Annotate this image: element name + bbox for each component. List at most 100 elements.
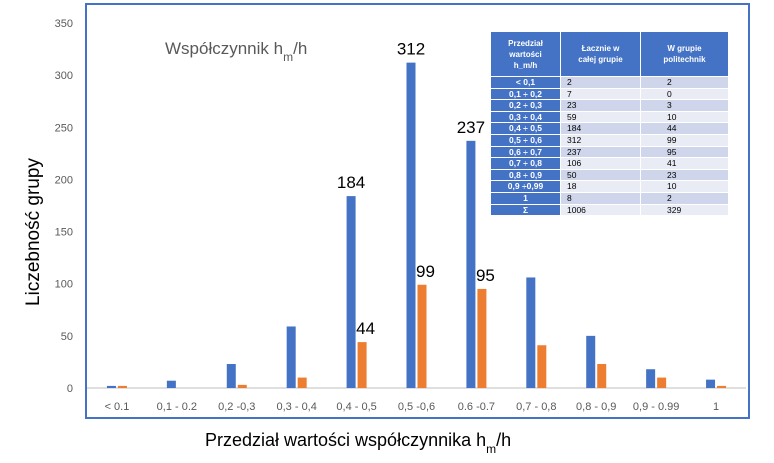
table-row-header: 0,9 ÷0,99 xyxy=(491,181,561,193)
table-cell: 7 xyxy=(561,88,641,100)
header-line: całej grupie xyxy=(561,54,640,65)
x-tick-label: 0,8 - 0,9 xyxy=(576,401,616,413)
table-row-header: 1 xyxy=(491,192,561,204)
table-cell: 184 xyxy=(561,123,641,135)
table-row: 0,4 ÷ 0,5 184 44 xyxy=(491,123,729,135)
table-cell: 18 xyxy=(561,181,641,193)
table-header-polytechnic: W grupie politechnik xyxy=(641,32,729,77)
x-tick-label: < 0.1 xyxy=(105,401,130,413)
table-cell: 10 xyxy=(641,181,729,193)
header-line: Przedział xyxy=(491,38,560,49)
table-header-range: Przedział wartości h_m/h xyxy=(491,32,561,77)
table-row-header: 0,1 ÷ 0,2 xyxy=(491,88,561,100)
x-tick-label: 0,5 -0,6 xyxy=(398,401,435,413)
bar-series-2 xyxy=(537,345,546,388)
table-cell: 23 xyxy=(641,169,729,181)
x-tick-label: 0,4 - 0,5 xyxy=(336,401,376,413)
y-tick-label: 100 xyxy=(55,279,73,291)
bar-series-2 xyxy=(597,364,606,388)
y-tick-label: 0 xyxy=(67,383,73,395)
table-row: 0,8 ÷ 0,9 50 23 xyxy=(491,169,729,181)
table-cell: 0 xyxy=(641,88,729,100)
table-row-header: 0,8 ÷ 0,9 xyxy=(491,169,561,181)
table-cell: 2 xyxy=(561,77,641,89)
table-cell: 95 xyxy=(641,146,729,158)
bar-series-2 xyxy=(657,378,666,388)
table-row-header: 0,6 ÷ 0,7 xyxy=(491,146,561,158)
table-cell: 41 xyxy=(641,158,729,170)
table-row: Σ 1006 329 xyxy=(491,204,729,216)
table-header-row: Przedział wartości h_m/h Łacznie w całej… xyxy=(491,32,729,77)
chart-title: Współczynnik hm/h xyxy=(165,39,307,64)
bar-series-2 xyxy=(418,285,427,388)
table-cell: 1006 xyxy=(561,204,641,216)
header-line: politechnik xyxy=(641,54,728,65)
y-axis-ticks: 050100150200250300350 xyxy=(55,18,73,395)
table-cell: 8 xyxy=(561,192,641,204)
table-cell: 10 xyxy=(641,111,729,123)
x-axis-label: Przedział wartości współczynnika hm/h xyxy=(205,430,511,456)
data-label: 44 xyxy=(356,319,375,338)
x-tick-label: 0,1 - 0.2 xyxy=(157,401,197,413)
y-tick-label: 350 xyxy=(55,18,73,30)
y-tick-label: 250 xyxy=(55,122,73,134)
data-label: 99 xyxy=(416,262,435,281)
table-cell: 99 xyxy=(641,134,729,146)
header-line: h_m/h xyxy=(491,60,560,71)
header-line: W grupie xyxy=(641,43,728,54)
table-cell: 237 xyxy=(561,146,641,158)
y-tick-label: 300 xyxy=(55,70,73,82)
bar-series-2 xyxy=(238,385,247,388)
bar-series-1 xyxy=(586,336,595,388)
table-row-header: 0,4 ÷ 0,5 xyxy=(491,123,561,135)
bar-series-1 xyxy=(347,196,356,388)
table-row: 0,5 ÷ 0,6 312 99 xyxy=(491,134,729,146)
table-header-total: Łacznie w całej grupie xyxy=(561,32,641,77)
table-cell: 2 xyxy=(641,192,729,204)
table-cell: 329 xyxy=(641,204,729,216)
table-row-header: 0,2 ÷ 0,3 xyxy=(491,100,561,112)
x-tick-label: 0,2 -0,3 xyxy=(218,401,255,413)
bar-series-1 xyxy=(227,364,236,388)
bar-series-1 xyxy=(706,380,715,388)
data-label: 184 xyxy=(337,173,365,192)
table-row-header: Σ xyxy=(491,204,561,216)
bar-series-1 xyxy=(287,326,296,388)
x-tick-label: 0.6 -0.7 xyxy=(458,401,495,413)
bar-series-2 xyxy=(477,289,486,388)
table-row-header: < 0,1 xyxy=(491,77,561,89)
x-tick-label: 0,3 - 0,4 xyxy=(277,401,317,413)
bar-series-2 xyxy=(118,386,127,388)
x-tick-label: 0,9 - 0.99 xyxy=(633,401,679,413)
x-tick-label: 1 xyxy=(713,401,719,413)
bar-series-1 xyxy=(646,369,655,388)
y-tick-label: 200 xyxy=(55,174,73,186)
table-cell: 23 xyxy=(561,100,641,112)
bar-series-1 xyxy=(466,141,475,388)
data-label: 95 xyxy=(476,266,495,285)
table-row: 0,1 ÷ 0,2 7 0 xyxy=(491,88,729,100)
bar-series-2 xyxy=(717,386,726,388)
bar-series-1 xyxy=(107,386,116,388)
table-cell: 312 xyxy=(561,134,641,146)
table-cell: 50 xyxy=(561,169,641,181)
table-cell: 2 xyxy=(641,77,729,89)
table-cell: 3 xyxy=(641,100,729,112)
table-row: 0,7 ÷ 0,8 106 41 xyxy=(491,158,729,170)
table-row-header: 0,7 ÷ 0,8 xyxy=(491,158,561,170)
table-cell: 59 xyxy=(561,111,641,123)
table-row-header: 0,3 ÷ 0,4 xyxy=(491,111,561,123)
table-row-header: 0,5 ÷ 0,6 xyxy=(491,134,561,146)
bar-series-1 xyxy=(526,277,535,388)
table-row: 0,6 ÷ 0,7 237 95 xyxy=(491,146,729,158)
data-table: Przedział wartości h_m/h Łacznie w całej… xyxy=(490,31,729,216)
y-tick-label: 150 xyxy=(55,227,73,239)
y-axis-label: Liczebność grupy xyxy=(23,158,44,306)
header-line: wartości xyxy=(491,49,560,60)
table-row: < 0,1 2 2 xyxy=(491,77,729,89)
x-axis-ticks: < 0.1 0,1 - 0.2 0,2 -0,3 0,3 - 0,4 0,4 - 0,5… xyxy=(105,401,720,413)
bar-series-1 xyxy=(407,63,416,388)
x-tick-label: 0,7 - 0,8 xyxy=(516,401,556,413)
table-row: 0,3 ÷ 0,4 59 10 xyxy=(491,111,729,123)
